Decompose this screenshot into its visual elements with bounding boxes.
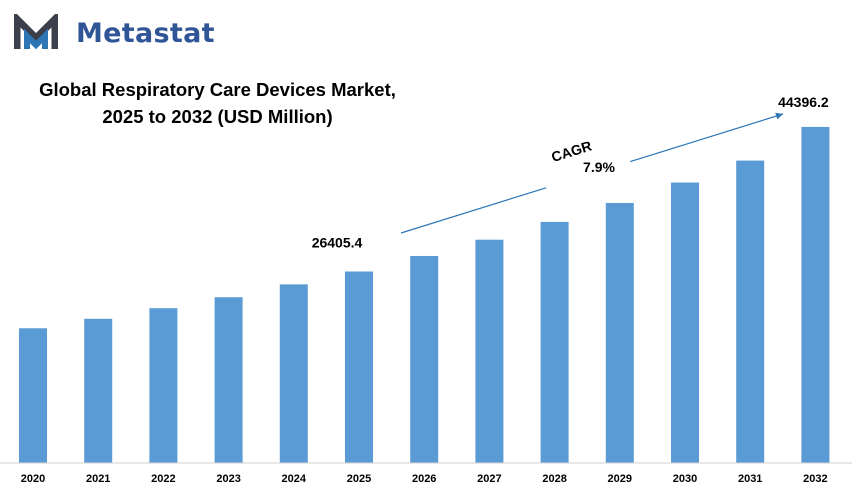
cagr-value: 7.9% xyxy=(583,159,615,175)
chart-title-block: Global Respiratory Care Devices Market, … xyxy=(20,76,415,130)
x-tick-label: 2031 xyxy=(738,473,762,485)
bar-2024 xyxy=(279,284,308,463)
x-tick-label: 2027 xyxy=(477,473,501,485)
bar-2029 xyxy=(605,202,634,464)
bar-2025 xyxy=(345,271,373,463)
bar-2031 xyxy=(736,160,765,463)
metastat-m-logo-icon xyxy=(14,14,58,50)
cagr-arrow-line xyxy=(630,113,784,163)
chart-subtitle: 2025 to 2032 (USD Million) xyxy=(102,106,333,127)
x-tick-label: 2028 xyxy=(542,473,566,485)
x-tick-label: 2030 xyxy=(673,473,697,485)
bar-2026 xyxy=(410,255,439,463)
bar-2030 xyxy=(671,182,699,464)
bar-2032 xyxy=(801,126,830,463)
x-tick-label: 2023 xyxy=(216,473,240,485)
metastat-logo: Metastat xyxy=(14,12,254,58)
x-tick-label: 2026 xyxy=(412,473,436,485)
bar-2023 xyxy=(214,297,243,463)
x-tick-label: 2024 xyxy=(282,473,307,485)
cagr-arrow-head xyxy=(775,112,783,120)
x-tick-label: 2032 xyxy=(803,473,827,485)
chart-title: Global Respiratory Care Devices Market, xyxy=(39,79,396,100)
x-tick-label: 2020 xyxy=(21,473,45,485)
x-tick-label: 2025 xyxy=(347,473,371,485)
bar-2020 xyxy=(19,328,47,463)
x-tick-label: 2022 xyxy=(151,473,175,485)
start-value-label: 26405.4 xyxy=(312,234,363,250)
cagr-arrow-line xyxy=(400,187,547,234)
x-tick-label: 2021 xyxy=(86,473,110,485)
bar-2027 xyxy=(475,239,504,463)
brand-name: Metastat xyxy=(76,18,215,49)
bar-2028 xyxy=(540,221,569,463)
x-tick-label: 2029 xyxy=(608,473,632,485)
bar-2022 xyxy=(149,308,178,463)
bar-2021 xyxy=(84,318,113,463)
end-value-label: 44396.2 xyxy=(778,94,829,110)
